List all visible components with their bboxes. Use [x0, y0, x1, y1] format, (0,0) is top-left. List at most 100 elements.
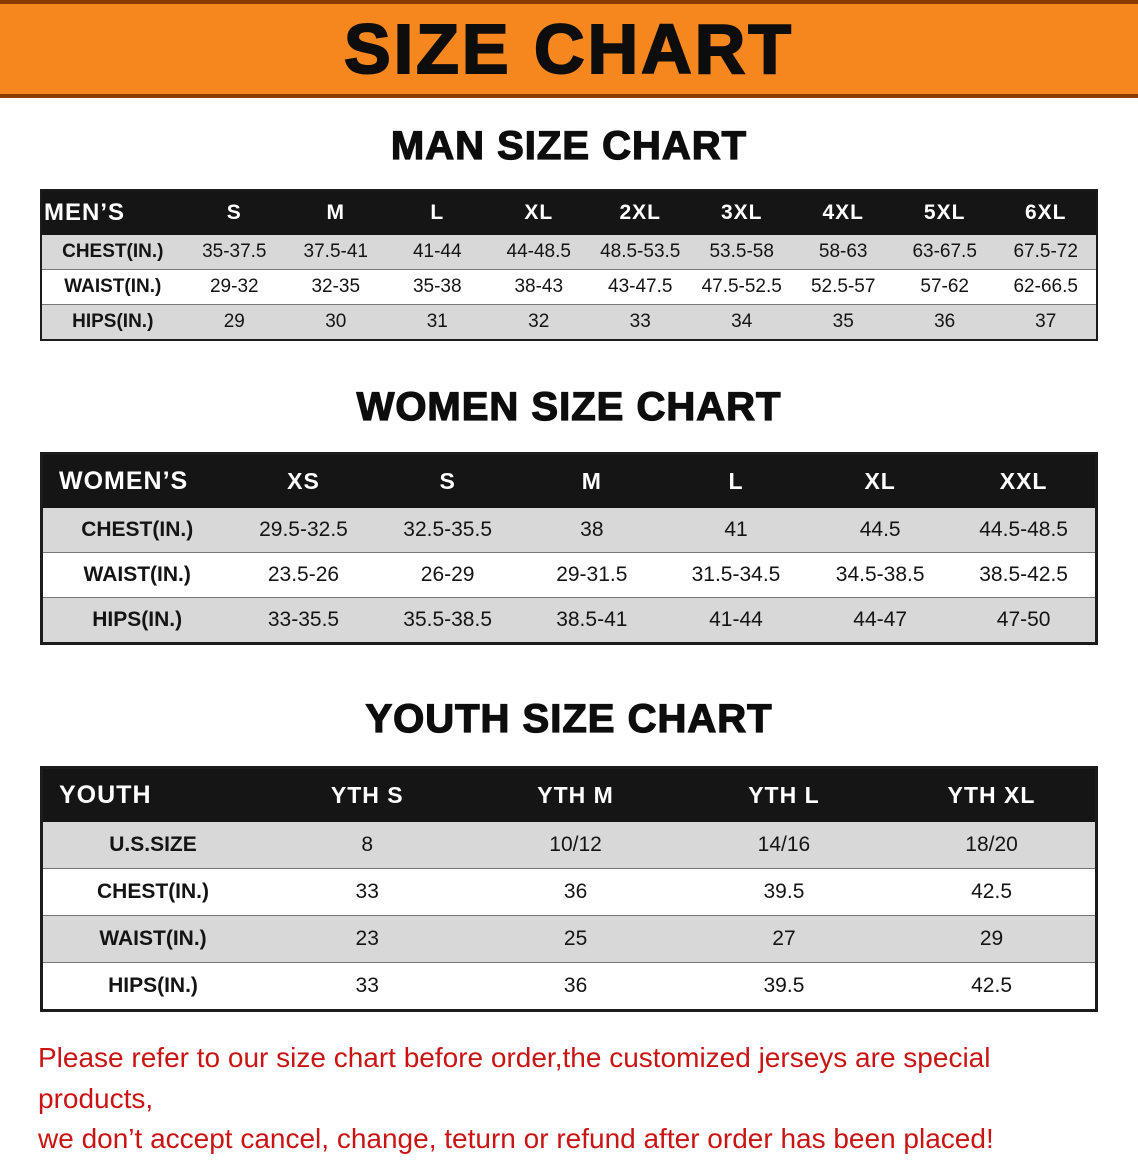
size-value-cell: 33-35.5: [267, 608, 340, 631]
size-value-cell: 39.5: [763, 974, 805, 997]
size-value-cell: 53.5-58: [709, 241, 774, 262]
size-value-cell: 32-35: [311, 276, 361, 297]
size-value-cell: 31.5-34.5: [691, 563, 781, 586]
table-header-row: MEN’S S M L XL 2XL 3XL 4XL 5XL 6XL: [41, 190, 1097, 235]
size-value-cell: 33: [629, 311, 651, 332]
size-value-cell: 27: [772, 927, 796, 950]
disclaimer-line-2: we don’t accept cancel, change, teturn o…: [38, 1123, 994, 1155]
size-value-cell: 36: [563, 880, 588, 903]
size-value-cell: 35-38: [412, 276, 462, 297]
size-value-cell: 44.5: [859, 518, 901, 541]
table-row: WAIST(IN.) 23.5-26 26-29 29-31.5 31.5-34.5 34…: [41, 552, 1097, 598]
size-column-header: YTH M: [471, 767, 680, 822]
women-size-table: WOMEN’S XS S M L XL XXL CHEST(IN.) 29.5-32.5 32.5…: [40, 452, 1098, 645]
youth-size-section: YOUTH SIZE CHART YOUTH YTH S YTH M YTH L YTH…: [0, 696, 1138, 1012]
size-value-cell: 44.5-48.5: [979, 518, 1068, 541]
size-value-cell: 67.5-72: [1013, 241, 1078, 262]
size-column-header: M: [519, 453, 664, 508]
size-value-cell: 44-48.5: [506, 241, 571, 262]
row-label: CHEST(IN.): [62, 241, 164, 262]
row-label: WAIST(IN.): [99, 927, 207, 950]
table-row: WAIST(IN.) 23 25 27 29: [41, 915, 1097, 963]
size-value-cell: 32.5-35.5: [403, 518, 493, 541]
size-value-cell: 35-37.5: [202, 241, 267, 262]
size-value-cell: 29: [223, 311, 245, 332]
size-value-cell: 29-31.5: [556, 563, 628, 586]
table-row: HIPS(IN.) 33-35.5 35.5-38.5 38.5-41 41-44 44-…: [41, 597, 1097, 644]
size-value-cell: 52.5-57: [810, 276, 876, 297]
row-label: HIPS(IN.): [108, 974, 198, 997]
size-value-cell: 29-32: [209, 276, 259, 297]
table-row: HIPS(IN.) 33 36 39.5 42.5: [41, 962, 1097, 1011]
size-value-cell: 38-43: [514, 276, 564, 297]
size-value-cell: 23: [355, 927, 379, 950]
size-column-header: YTH L: [679, 767, 889, 822]
size-value-cell: 29: [979, 927, 1004, 950]
row-label: CHEST(IN.): [81, 518, 194, 541]
size-value-cell: 38: [580, 518, 604, 541]
size-value-cell: 33: [355, 880, 379, 903]
size-value-cell: 47.5-52.5: [701, 276, 782, 297]
table-row: U.S.SIZE 8 10/12 14/16 18/20: [41, 822, 1097, 869]
size-value-cell: 42.5: [971, 880, 1012, 903]
size-column-header: YTH S: [263, 767, 472, 822]
size-value-cell: 25: [563, 927, 588, 950]
men-size-table: MEN’S S M L XL 2XL 3XL 4XL 5XL 6XL CHEST(IN.) 35-37…: [40, 189, 1098, 341]
size-value-cell: 32: [528, 311, 550, 332]
size-value-cell: 38.5-42.5: [979, 563, 1068, 586]
table-row: CHEST(IN.) 35-37.5 37.5-41 41-44 44-48.5 48.5…: [41, 235, 1097, 270]
table-row: WAIST(IN.) 29-32 32-35 35-38 38-43 43-47.5 47.…: [41, 269, 1097, 305]
size-value-cell: 30: [325, 311, 347, 332]
size-value-cell: 34.5-38.5: [835, 563, 925, 586]
men-size-section: MAN SIZE CHART MEN’S S M L XL 2XL 3XL 4XL 5XL 6XL…: [0, 123, 1138, 341]
size-value-cell: 37: [1035, 311, 1057, 332]
table-header-row: YOUTH YTH S YTH M YTH L YTH XL: [41, 767, 1097, 822]
table-corner-label: WOMEN’S: [41, 453, 232, 508]
row-label: U.S.SIZE: [109, 833, 197, 856]
size-column-header: 3XL: [690, 190, 793, 235]
women-section-heading: WOMEN SIZE CHART: [356, 384, 782, 429]
size-value-cell: 29.5-32.5: [259, 518, 348, 541]
size-value-cell: 8: [361, 833, 374, 856]
table-header-row: WOMEN’S XS S M L XL XXL: [41, 453, 1097, 508]
size-column-header: 4XL: [792, 190, 894, 235]
size-value-cell: 57-62: [920, 276, 969, 297]
size-value-cell: 48.5-53.5: [600, 241, 681, 262]
disclaimer: Please refer to our size chart before or…: [38, 1038, 1100, 1160]
size-column-header: L: [386, 190, 488, 235]
size-column-header: S: [375, 453, 520, 508]
size-value-cell: 36: [563, 974, 588, 997]
size-value-cell: 31: [426, 311, 448, 332]
table-corner-label: MEN’S: [41, 190, 184, 235]
size-value-cell: 34: [731, 311, 753, 332]
size-value-cell: 35: [832, 311, 854, 332]
row-label: HIPS(IN.): [92, 608, 183, 631]
size-value-cell: 42.5: [971, 974, 1012, 997]
size-value-cell: 62-66.5: [1013, 276, 1078, 297]
row-label: HIPS(IN.): [72, 311, 154, 332]
table-row: HIPS(IN.) 29 30 31 32 33 34 35 36 37: [41, 304, 1097, 340]
size-column-header: S: [183, 190, 286, 235]
size-column-header: 6XL: [995, 190, 1097, 235]
size-column-header: XS: [231, 453, 376, 508]
size-value-cell: 41-44: [412, 241, 462, 262]
size-value-cell: 43-47.5: [608, 276, 673, 297]
size-value-cell: 18/20: [965, 833, 1018, 856]
size-value-cell: 23.5-26: [267, 563, 340, 586]
size-value-cell: 41-44: [709, 608, 763, 631]
size-column-header: XXL: [952, 453, 1097, 508]
banner: SIZE CHART: [0, 0, 1138, 98]
size-value-cell: 10/12: [549, 833, 602, 856]
page-title: SIZE CHART: [343, 10, 794, 88]
men-section-heading: MAN SIZE CHART: [390, 123, 748, 168]
size-value-cell: 36: [934, 311, 956, 332]
size-column-header: M: [285, 190, 387, 235]
size-value-cell: 47-50: [996, 608, 1051, 631]
table-row: CHEST(IN.) 29.5-32.5 32.5-35.5 38 41 44.5 44.5…: [41, 508, 1097, 553]
size-value-cell: 39.5: [763, 880, 805, 903]
table-row: CHEST(IN.) 33 36 39.5 42.5: [41, 868, 1097, 916]
row-label: WAIST(IN.): [83, 563, 191, 586]
size-value-cell: 26-29: [420, 563, 475, 586]
size-value-cell: 35.5-38.5: [403, 608, 493, 631]
